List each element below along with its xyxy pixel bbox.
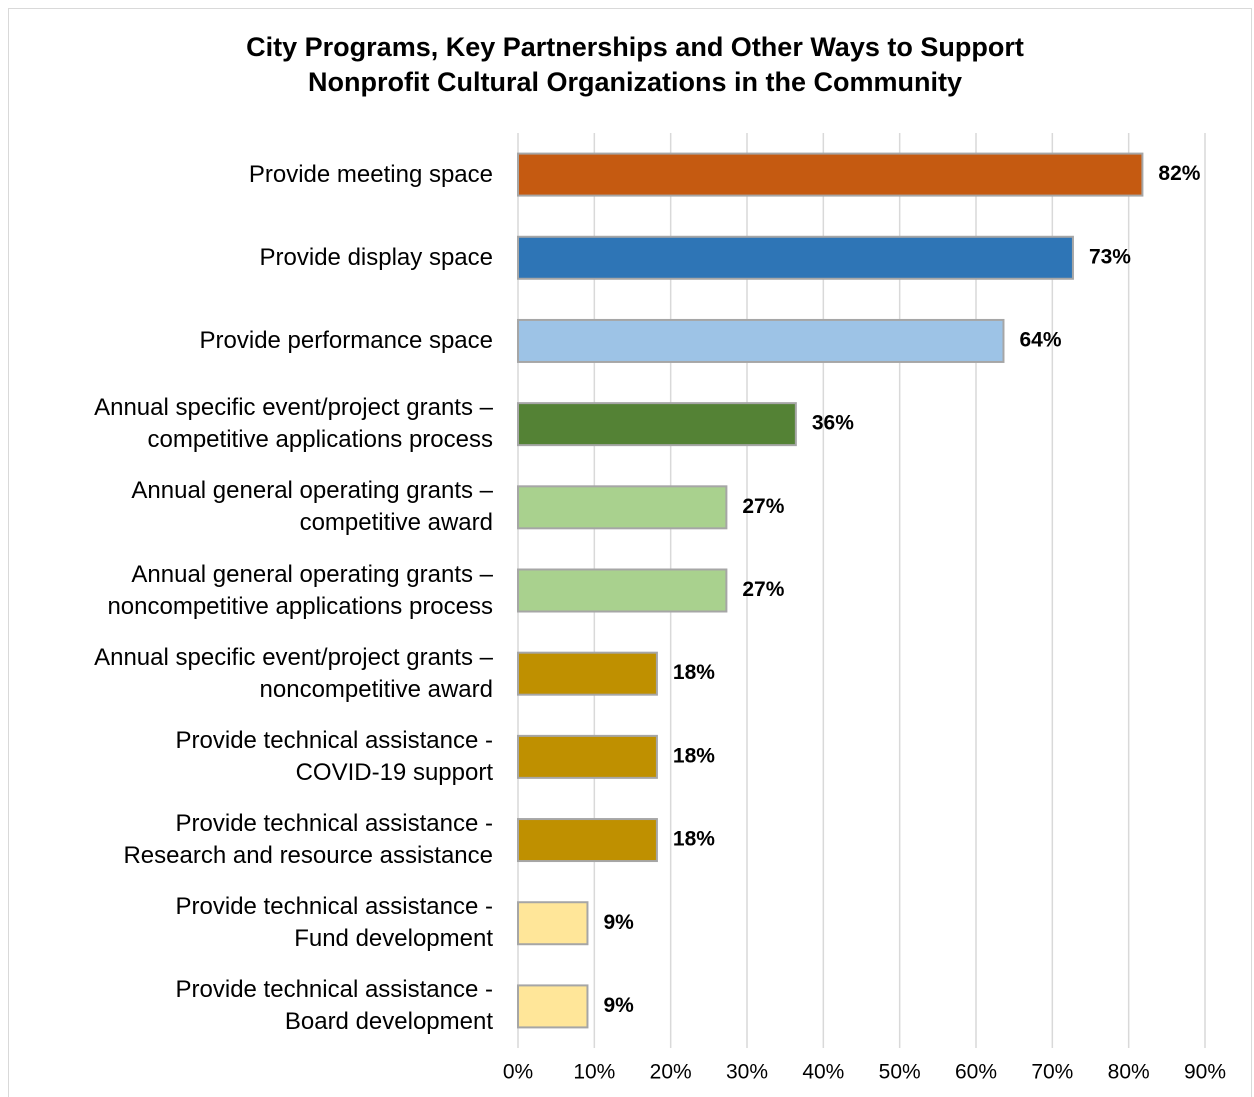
y-tick-label: Provide technical assistance - Board dev… <box>175 976 493 1036</box>
bar <box>517 818 658 863</box>
data-label: 27% <box>742 578 784 601</box>
x-tick-label: 10% <box>573 1061 615 1084</box>
x-tick-label: 50% <box>879 1061 921 1084</box>
data-label: 36% <box>812 412 854 435</box>
x-tick-label: 20% <box>650 1061 692 1084</box>
y-tick-label: Annual general operating grants – compet… <box>131 477 493 537</box>
y-tick-label: Provide technical assistance - Fund deve… <box>175 893 493 953</box>
data-label: 27% <box>742 495 784 518</box>
data-label: 9% <box>603 911 634 934</box>
x-tick-label: 40% <box>802 1061 844 1084</box>
bar <box>517 318 1005 363</box>
bar <box>517 152 1144 197</box>
bar <box>517 734 658 779</box>
data-label: 18% <box>673 744 715 767</box>
bar <box>517 235 1074 280</box>
y-tick-label: Provide display space <box>259 243 493 271</box>
data-label: 64% <box>1019 329 1061 352</box>
data-label: 73% <box>1089 245 1131 268</box>
bar <box>517 568 728 613</box>
x-tick-label: 30% <box>726 1061 768 1084</box>
x-tick-label: 0% <box>503 1061 533 1084</box>
x-tick-label: 90% <box>1184 1061 1226 1084</box>
y-tick-label: Provide technical assistance - Research … <box>123 810 493 870</box>
data-label: 82% <box>1158 162 1200 185</box>
x-tick-label: 70% <box>1031 1061 1073 1084</box>
y-tick-label: Provide technical assistance - COVID-19 … <box>175 726 493 786</box>
bar <box>517 984 589 1029</box>
bar <box>517 651 658 696</box>
y-tick-label: Annual specific event/project grants – n… <box>94 643 493 703</box>
bar <box>517 402 797 447</box>
y-tick-label: Provide performance space <box>199 326 493 354</box>
data-label: 18% <box>673 828 715 851</box>
y-tick-label: Annual specific event/project grants – c… <box>94 394 493 454</box>
data-label: 9% <box>603 994 634 1017</box>
chart-title: City Programs, Key Partnerships and Othe… <box>246 32 1024 97</box>
y-tick-label: Annual general operating grants – noncom… <box>107 560 493 620</box>
y-tick-label: Provide meeting space <box>248 160 493 188</box>
chart-border <box>8 8 1252 1097</box>
bar <box>517 901 589 946</box>
data-label: 18% <box>673 661 715 684</box>
bar <box>517 485 728 530</box>
x-tick-label: 60% <box>955 1061 997 1084</box>
x-tick-label: 80% <box>1108 1061 1150 1084</box>
